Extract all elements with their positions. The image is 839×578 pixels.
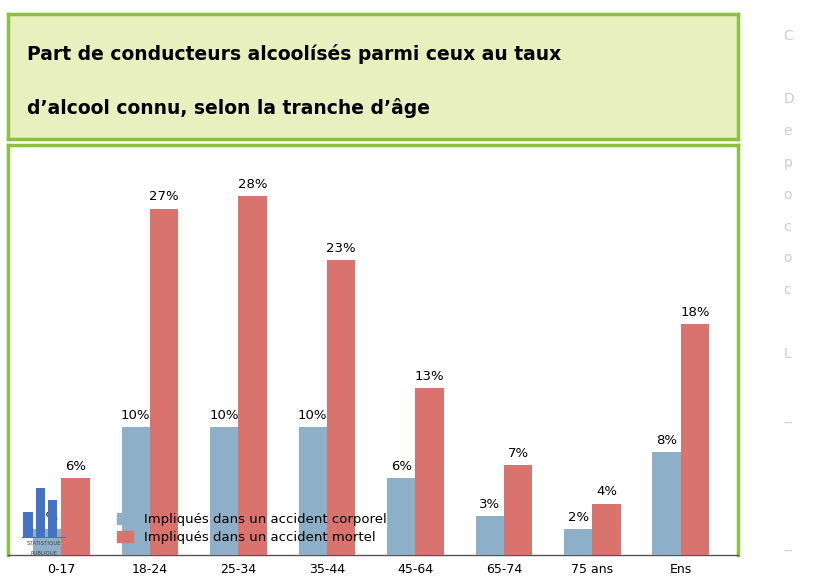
Bar [36,488,45,538]
Text: 10%: 10% [298,409,327,421]
Bar [653,452,680,555]
Bar [327,260,355,555]
Bar [23,512,33,538]
Text: c: c [784,283,791,297]
Bar [48,500,57,538]
Text: 4%: 4% [596,486,617,498]
Bar [34,529,61,555]
Text: _: _ [784,410,790,424]
Text: STATISTIQUE: STATISTIQUE [27,540,61,546]
Bar [592,503,621,555]
Text: 10%: 10% [121,409,150,421]
Text: o: o [784,251,792,265]
Text: 8%: 8% [656,434,677,447]
Bar [476,516,504,555]
Text: 3%: 3% [479,498,500,512]
Text: e: e [784,124,792,138]
Text: p: p [784,156,793,170]
Text: Part de conducteurs alcoolísés parmi ceux au taux: Part de conducteurs alcoolísés parmi ceu… [27,44,561,64]
Text: d’alcool connu, selon la tranche d’âge: d’alcool connu, selon la tranche d’âge [27,98,430,118]
Bar [564,529,592,555]
Text: 10%: 10% [210,409,239,421]
Text: C: C [784,29,794,43]
Bar [61,478,90,555]
Text: 18%: 18% [680,306,710,319]
Bar [122,427,150,555]
Text: 27%: 27% [149,191,179,203]
Legend: Impliqués dans un accident corporel, Impliqués dans un accident mortel: Impliqués dans un accident corporel, Imp… [117,513,386,544]
Text: c: c [784,220,791,234]
Text: 13%: 13% [414,370,445,383]
Text: 2%: 2% [568,511,589,524]
Text: L: L [784,347,791,361]
Bar [680,324,709,555]
Bar [238,196,267,555]
Text: PUBLIQUE: PUBLIQUE [30,550,58,555]
Bar [504,465,532,555]
Bar [210,427,238,555]
Bar [150,209,178,555]
Text: 6%: 6% [65,460,86,473]
Text: 2%: 2% [37,511,58,524]
Text: o: o [784,188,792,202]
Text: 7%: 7% [508,447,529,460]
Text: D: D [784,92,795,106]
Text: 6%: 6% [391,460,412,473]
Bar [299,427,327,555]
Bar [387,478,415,555]
Text: 23%: 23% [326,242,356,255]
Text: 28%: 28% [237,177,268,191]
Text: _: _ [784,538,790,551]
Bar [415,388,444,555]
